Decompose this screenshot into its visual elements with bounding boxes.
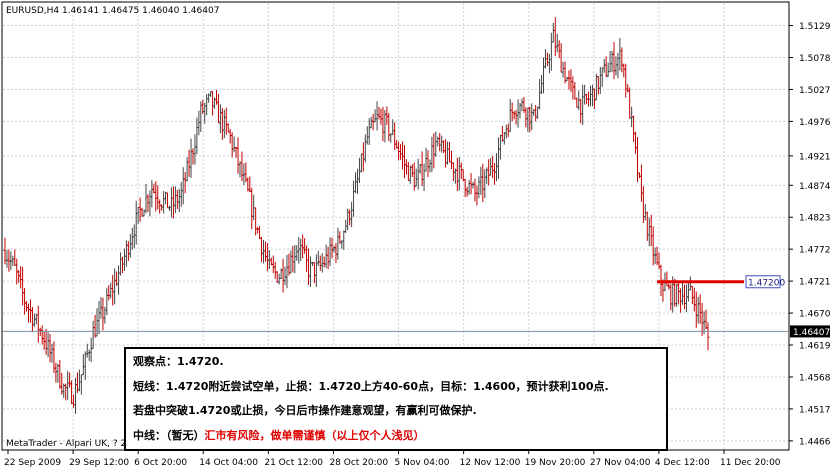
level-label-box bbox=[745, 275, 781, 289]
y-tick-label: 1.47720 bbox=[799, 246, 831, 256]
x-tick-label: 27 Nov 04:00 bbox=[590, 458, 651, 468]
x-tick-label: 19 Nov 20:00 bbox=[525, 458, 586, 468]
x-tick-label: 12 Nov 12:00 bbox=[460, 458, 521, 468]
x-tick-label: 29 Sep 12:00 bbox=[69, 458, 129, 468]
note-breakout: 若盘中突破1.4720或止损，今日后市操作建意观望，有赢利可做保护. bbox=[133, 404, 477, 417]
ohlc-bars bbox=[3, 17, 710, 414]
note-medium-prefix: 中线：（暂无） bbox=[133, 428, 205, 442]
y-tick-label: 1.50780 bbox=[799, 54, 831, 64]
x-axis: 22 Sep 2009 29 Sep 12:00 6 Oct 20:00 14 Oct… bbox=[4, 450, 781, 468]
x-tick-label: 28 Oct 20:00 bbox=[329, 458, 388, 468]
y-tick-label: 1.50270 bbox=[799, 86, 831, 96]
note-risk-warning: 汇市有风险，做单需谨慎（以上仅个人浅见） bbox=[204, 428, 425, 442]
note-medium-term: 中线：（暂无）汇市有风险，做单需谨慎（以上仅个人浅见） bbox=[133, 425, 659, 450]
x-tick-label: 22 Sep 2009 bbox=[4, 458, 61, 468]
x-tick-label: 11 Dec 20:00 bbox=[720, 458, 781, 468]
y-tick-label: 1.49210 bbox=[799, 152, 831, 162]
y-tick-label: 1.45680 bbox=[799, 373, 831, 383]
x-tick-label: 6 Oct 20:00 bbox=[134, 458, 187, 468]
ohlc-bar bbox=[706, 322, 710, 351]
current-price-badge bbox=[790, 325, 830, 338]
y-tick-label: 1.48740 bbox=[799, 182, 831, 192]
y-tick-label: 1.51290 bbox=[799, 22, 831, 32]
overlay-layer: 1.46407 1.47200 bbox=[3, 275, 830, 338]
x-tick-label: 5 Nov 04:00 bbox=[395, 458, 450, 468]
note-short-term: 短线：1.4720附近尝试空单，止损：1.4720上方40-60点，目标：1.4… bbox=[133, 379, 609, 393]
y-tick-label: 1.45170 bbox=[799, 405, 831, 415]
y-tick-label: 1.46190 bbox=[799, 342, 831, 352]
y-axis: 1.51290 1.50780 1.50270 1.49760 1.49210 1.487… bbox=[789, 22, 831, 447]
current-price-label: 1.46407 bbox=[793, 328, 830, 338]
x-tick-label: 21 Oct 12:00 bbox=[264, 458, 323, 468]
y-tick-label: 1.47210 bbox=[799, 278, 831, 288]
chart-title: EURUSD,H4 1.46141 1.46475 1.46040 1.4640… bbox=[6, 6, 219, 16]
y-tick-label: 1.46700 bbox=[799, 310, 831, 320]
x-tick-label: 14 Oct 04:00 bbox=[199, 458, 258, 468]
y-tick-label: 1.44660 bbox=[799, 437, 831, 447]
level-label: 1.47200 bbox=[748, 278, 785, 288]
y-tick-label: 1.48230 bbox=[799, 214, 831, 224]
x-tick-label: 4 Dec 12:00 bbox=[655, 458, 710, 468]
note-observation: 观察点：1.4720. bbox=[133, 355, 224, 368]
y-tick-label: 1.49760 bbox=[799, 118, 831, 128]
analysis-note-panel: 观察点：1.4720. 短线：1.4720附近尝试空单，止损：1.4720上方4… bbox=[124, 347, 668, 451]
broker-label: MetaTrader - Alpari UK, ? 2( bbox=[6, 439, 130, 449]
